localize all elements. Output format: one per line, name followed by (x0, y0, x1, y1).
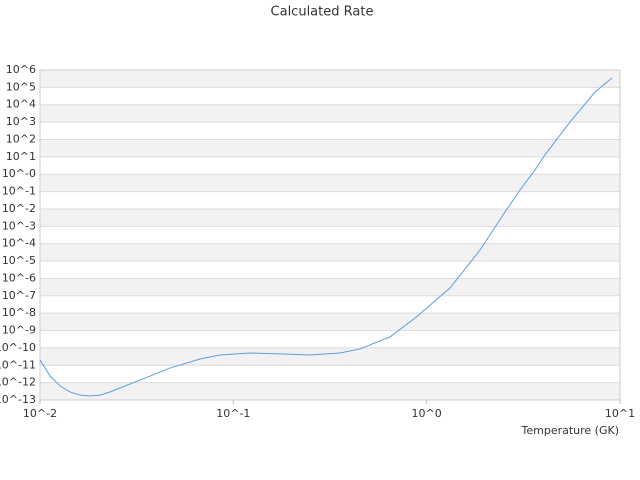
y-tick-label: 10^1 (6, 150, 36, 163)
grid-band (40, 70, 620, 88)
x-axis-label: Temperature (GK) (521, 424, 620, 437)
x-tick-label: 10^0 (412, 407, 442, 420)
y-tick-label: 10^-9 (2, 324, 36, 337)
y-tick-label: 10^2 (6, 132, 36, 145)
y-tick-label: 10^-5 (2, 254, 36, 267)
grid-band (40, 382, 620, 400)
chart-title: Calculated Rate (271, 5, 374, 20)
y-tick-label: 10^-2 (2, 202, 36, 215)
grid-band (40, 208, 620, 227)
x-tick-label: 10^1 (605, 407, 635, 420)
y-tick-label: 10^-8 (2, 306, 36, 319)
y-tick-label: 10^5 (6, 80, 36, 93)
grid-band (40, 243, 620, 262)
grid-band (40, 313, 620, 331)
y-tick-label: 10^3 (6, 115, 36, 128)
y-tick-label: 10^-13 (0, 393, 36, 406)
y-tick-label: 10^-4 (2, 237, 36, 250)
grid-band (40, 139, 620, 157)
y-tick-label: 10^6 (6, 63, 36, 76)
plot-border (39, 69, 621, 401)
y-tick-label: 10^-12 (0, 376, 36, 389)
grid-band (40, 174, 620, 192)
grid-band (40, 278, 620, 296)
x-tick-label: 10^-2 (23, 407, 57, 420)
x-tick-label: 10^-1 (216, 407, 250, 420)
y-tick-label: 10^-3 (2, 219, 36, 232)
y-tick-label: 10^-6 (2, 271, 36, 284)
y-tick-label: 10^4 (6, 98, 36, 111)
y-tick-label: 10^-0 (2, 167, 36, 180)
y-tick-label: 10^-7 (2, 289, 36, 302)
grid-band (40, 347, 620, 366)
y-tick-label: 10^-11 (0, 358, 36, 371)
y-tick-label: 10^-10 (0, 341, 36, 354)
y-tick-label: 10^-1 (2, 185, 36, 198)
grid-band (40, 104, 620, 123)
data-line (39, 77, 613, 397)
